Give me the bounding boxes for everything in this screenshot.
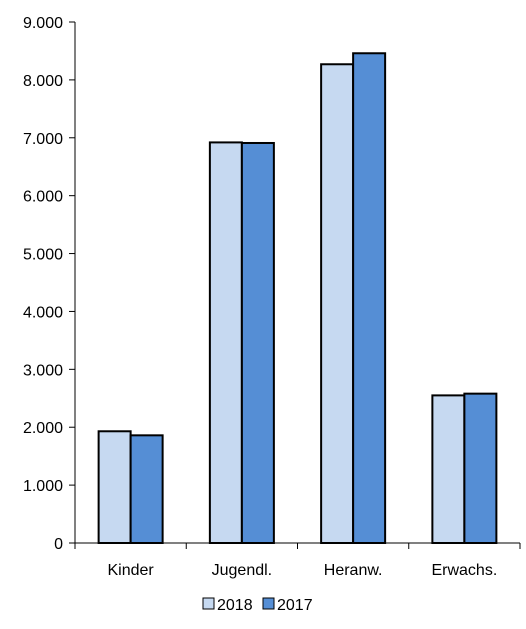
bar-2018-heranw	[321, 64, 353, 543]
legend-swatch-2018	[203, 598, 214, 609]
y-tick-label: 4.000	[23, 304, 63, 321]
x-tick-label: Heranw.	[324, 562, 383, 579]
y-tick-label: 8.000	[23, 73, 63, 90]
legend-label-2017: 2017	[277, 597, 313, 614]
legend: 2018 2017	[203, 597, 313, 614]
y-axis: 0 1.000 2.000 3.000 4.000 5.000 6.000 7.000 8.00…	[23, 15, 75, 553]
y-tick-label: 6.000	[23, 189, 63, 206]
y-tick-label: 5.000	[23, 247, 63, 264]
y-tick-label: 9.000	[23, 15, 63, 32]
y-tick-label: 7.000	[23, 131, 63, 148]
x-tick-label: Jugendl.	[212, 562, 273, 579]
x-tick-label: Kinder	[108, 562, 155, 579]
bar-2017-erwachs	[464, 394, 496, 543]
legend-label-2018: 2018	[217, 597, 253, 614]
x-tick-label: Erwachs.	[431, 562, 497, 579]
legend-swatch-2017	[263, 598, 274, 609]
bar-2017-jugendl	[242, 143, 274, 543]
bar-2018-kinder	[99, 431, 131, 543]
bar-2017-heranw	[353, 53, 385, 543]
y-tick-label: 2.000	[23, 420, 63, 437]
bar-2017-kinder	[131, 435, 163, 543]
y-tick-label: 1.000	[23, 478, 63, 495]
bar-2018-jugendl	[210, 142, 242, 543]
bar-2018-erwachs	[432, 395, 464, 543]
bars	[99, 53, 497, 543]
y-tick-label: 3.000	[23, 362, 63, 379]
y-tick-label: 0	[54, 536, 63, 553]
x-axis: Kinder Jugendl. Heranw. Erwachs.	[75, 543, 520, 579]
